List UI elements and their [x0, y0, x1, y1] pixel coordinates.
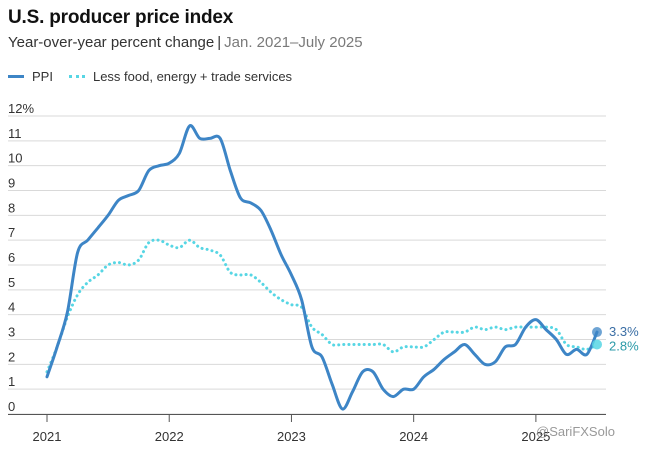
legend-swatch-core	[68, 75, 85, 78]
y-tick-label: 11	[8, 126, 22, 141]
y-tick-label: 12%	[8, 101, 34, 116]
x-tick-label: 2024	[399, 429, 428, 444]
legend-item-core: Less food, energy + trade services	[68, 69, 293, 84]
end-label-core: 2.8%	[609, 338, 639, 353]
x-tick-label: 2021	[33, 429, 62, 444]
chart-subtitle: Year-over-year percent change | Jan. 2021–…	[8, 34, 363, 51]
y-tick-label: 8	[8, 200, 15, 215]
y-tick-label: 0	[8, 399, 15, 414]
x-axis: 2021 2022 2023 2024 2025	[33, 414, 550, 444]
grid: 0 1 2 3 4 5 6 7 8 9 10 11 12%	[8, 101, 606, 415]
subtitle-main: Year-over-year percent change	[8, 34, 215, 51]
end-label-ppi: 3.3%	[609, 324, 639, 339]
y-tick-label: 2	[8, 349, 15, 364]
y-tick-label: 10	[8, 151, 22, 166]
y-tick-label: 9	[8, 176, 15, 191]
series-line-ppi	[45, 124, 599, 411]
legend: PPI Less food, energy + trade services	[8, 69, 308, 84]
y-tick-label: 3	[8, 325, 15, 340]
subtitle-range: Jan. 2021–July 2025	[224, 34, 363, 51]
end-point-core	[592, 339, 602, 350]
end-point-ppi	[592, 327, 602, 338]
legend-label-core: Less food, energy + trade services	[92, 69, 293, 84]
y-tick-label: 1	[8, 374, 15, 389]
legend-label-ppi: PPI	[32, 69, 53, 84]
y-tick-label: 5	[8, 275, 15, 290]
chart-title: U.S. producer price index	[8, 7, 234, 28]
x-tick-label: 2023	[277, 429, 306, 444]
x-tick-label: 2022	[155, 429, 184, 444]
end-markers: 3.3%2.8%	[592, 324, 639, 353]
y-tick-label: 7	[8, 225, 15, 240]
series-lines	[45, 124, 599, 411]
legend-swatch-ppi	[8, 75, 24, 78]
x-tick-label: 2025	[521, 429, 550, 444]
y-tick-label: 6	[8, 250, 15, 265]
y-tick-label: 4	[8, 300, 15, 315]
subtitle-separator: |	[217, 34, 222, 51]
watermark: @SariFXSolo	[536, 424, 615, 439]
series-line-core	[45, 238, 599, 374]
legend-item-ppi: PPI	[8, 69, 53, 84]
